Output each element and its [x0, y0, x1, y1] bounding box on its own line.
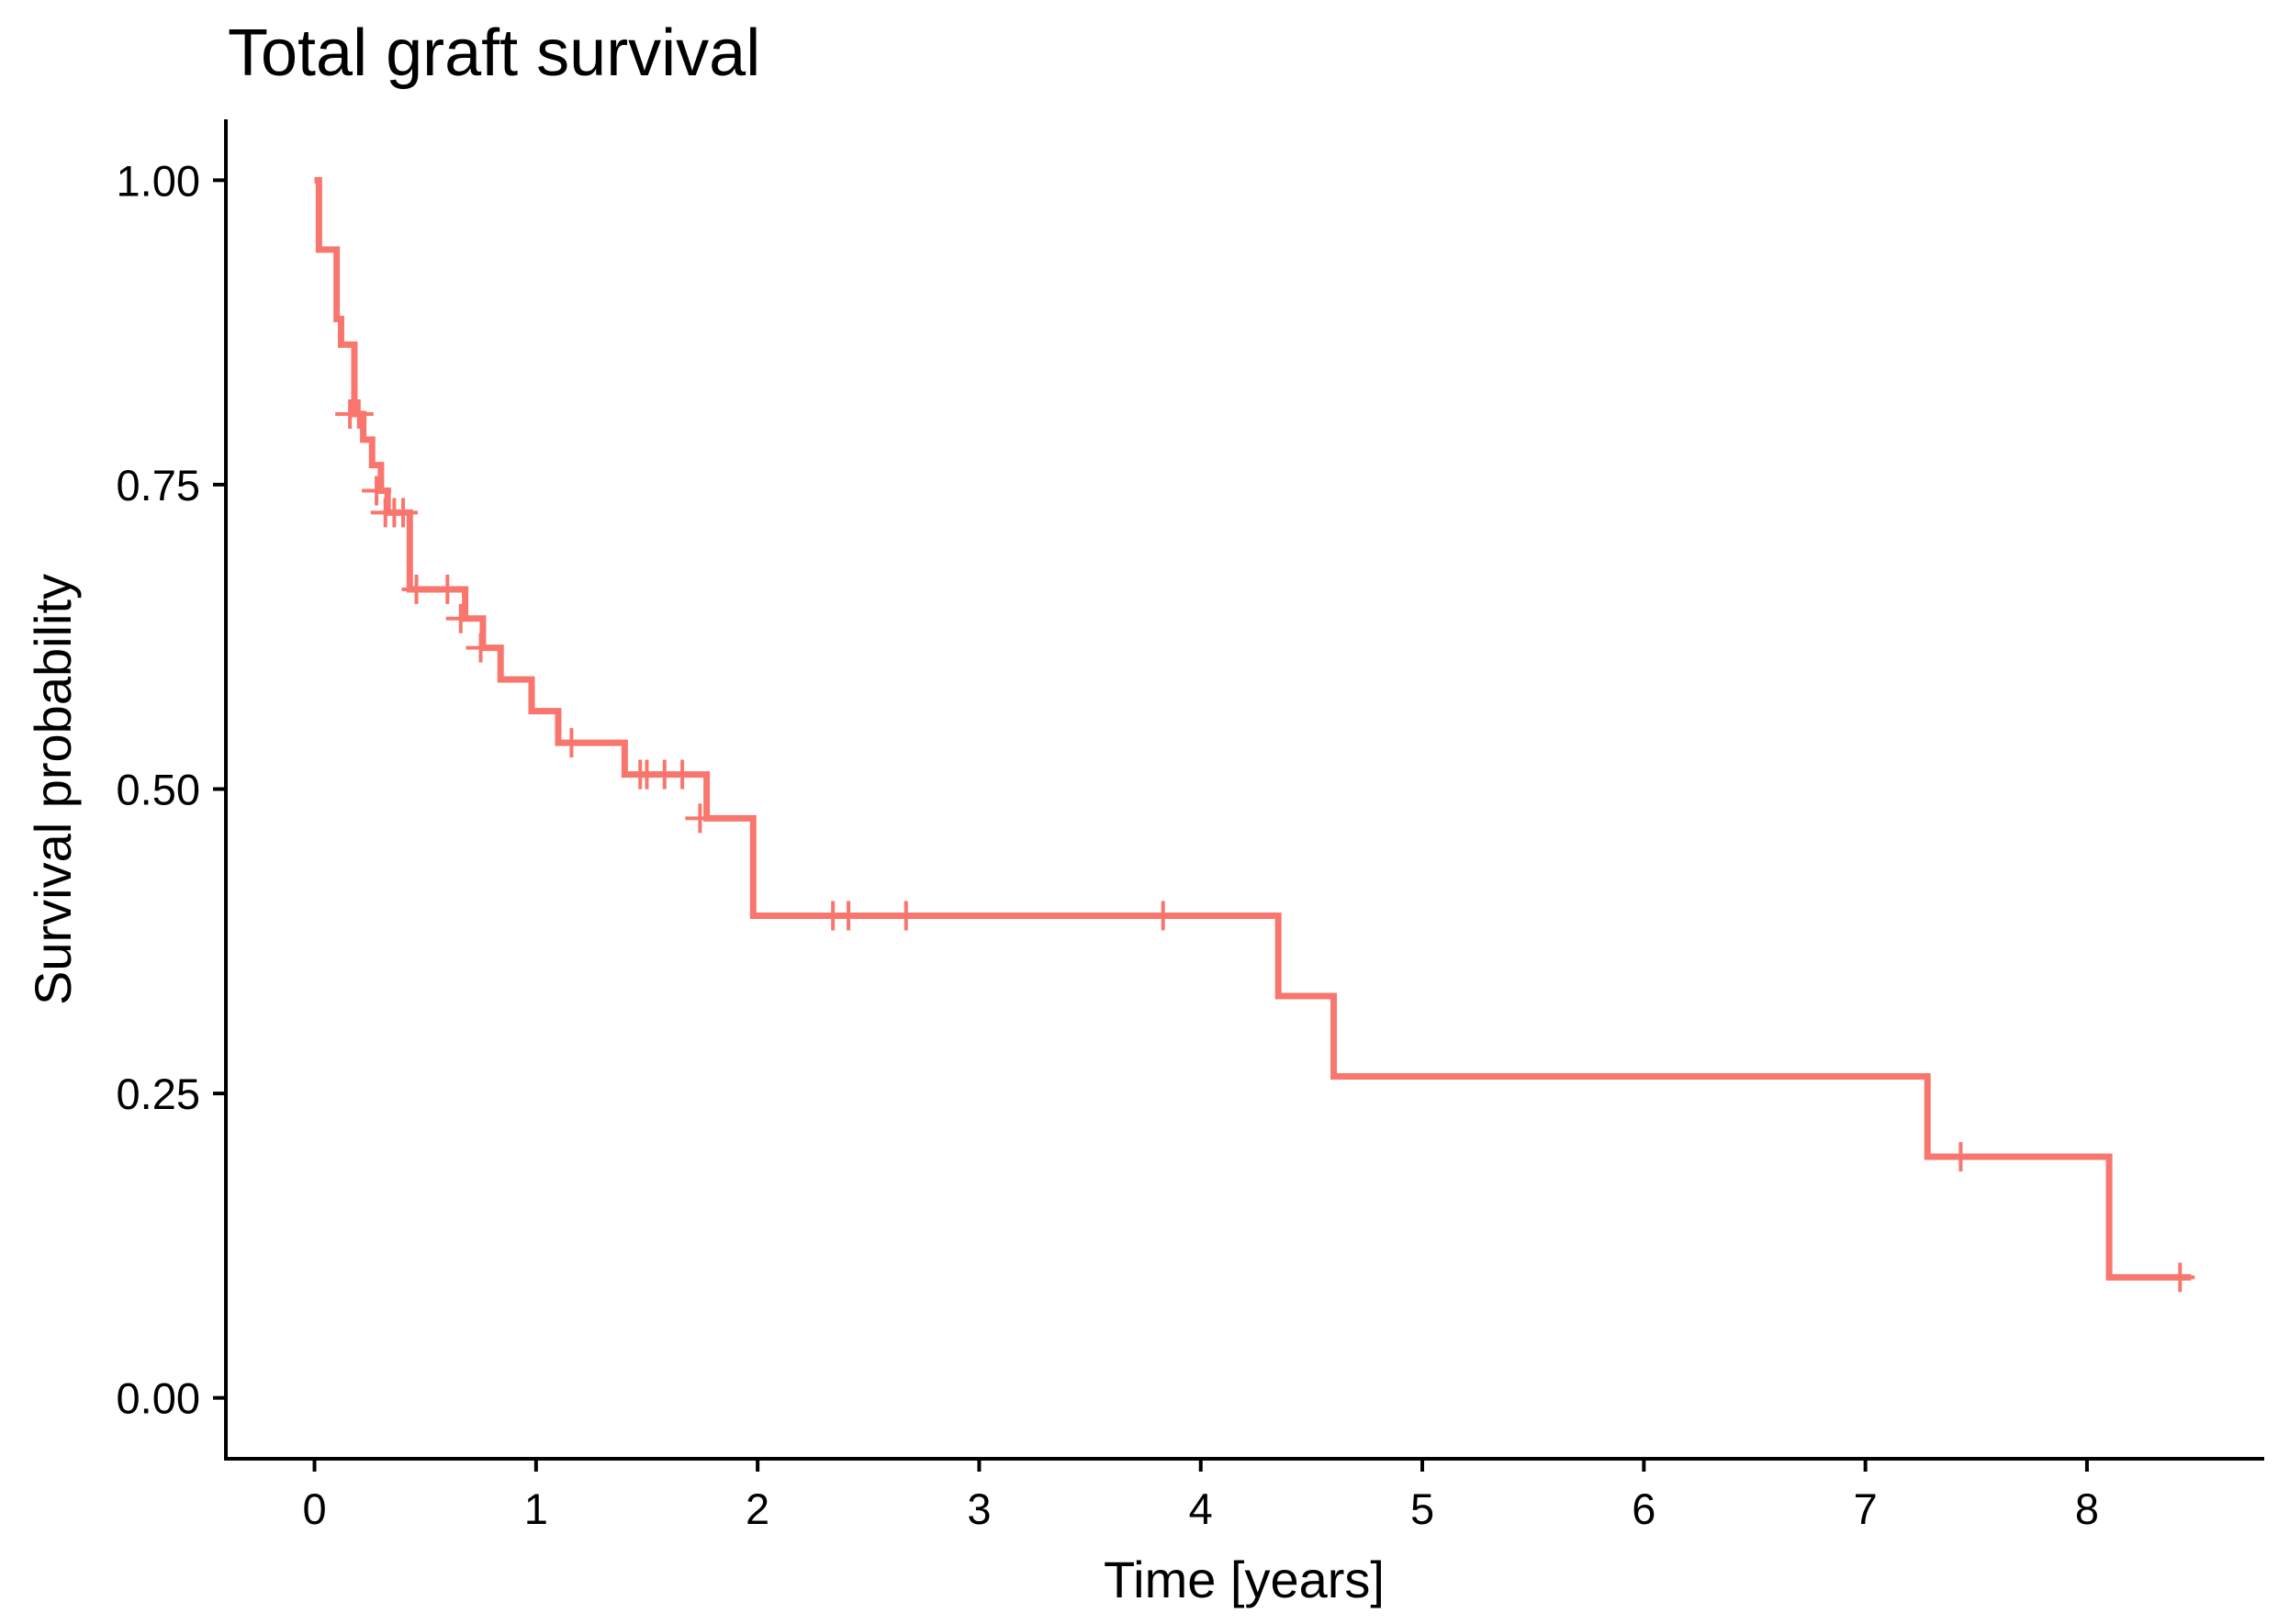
censor-mark [2165, 1262, 2195, 1293]
y-tick-label: 1.00 [117, 156, 200, 205]
censor-mark [891, 901, 921, 931]
censor-mark [685, 803, 715, 834]
x-tick-label: 5 [1410, 1484, 1434, 1533]
y-axis-label: Survival probability [24, 574, 82, 1005]
censor-marks [335, 398, 2195, 1293]
x-tick-label: 0 [302, 1484, 326, 1533]
censor-mark [362, 476, 392, 506]
survival-curve-layer [314, 176, 2192, 1281]
censor-mark [466, 633, 496, 663]
x-tick-label: 4 [1189, 1484, 1213, 1533]
censor-mark [1148, 901, 1178, 931]
y-tick-label: 0.00 [117, 1374, 200, 1423]
censor-mark [343, 398, 374, 429]
censor-mark [1946, 1142, 1976, 1172]
censor-mark [834, 901, 864, 931]
y-axis-ticks: 0.00 0.25 0.50 0.75 1.00 [117, 156, 226, 1423]
x-axis-ticks: 0 1 2 3 4 5 6 7 8 [302, 1459, 2099, 1533]
y-tick-label: 0.75 [117, 461, 200, 510]
censor-mark [401, 574, 432, 604]
censor-mark [668, 759, 698, 790]
x-tick-label: 8 [2075, 1484, 2099, 1533]
x-tick-label: 1 [524, 1484, 548, 1533]
survival-curve [314, 176, 2192, 1281]
y-tick-label: 0.25 [117, 1070, 200, 1118]
censor-mark [556, 728, 587, 758]
y-tick-label: 0.50 [117, 766, 200, 814]
censor-mark [432, 574, 463, 604]
x-tick-label: 7 [1854, 1484, 1878, 1533]
x-tick-label: 2 [746, 1484, 769, 1533]
x-tick-label: 3 [967, 1484, 991, 1533]
chart-title: Total graft survival [228, 17, 760, 90]
x-axis-label: Time [years] [1104, 1551, 1385, 1608]
censor-mark [445, 603, 476, 633]
censor-mark [388, 498, 419, 528]
x-tick-label: 6 [1632, 1484, 1655, 1533]
